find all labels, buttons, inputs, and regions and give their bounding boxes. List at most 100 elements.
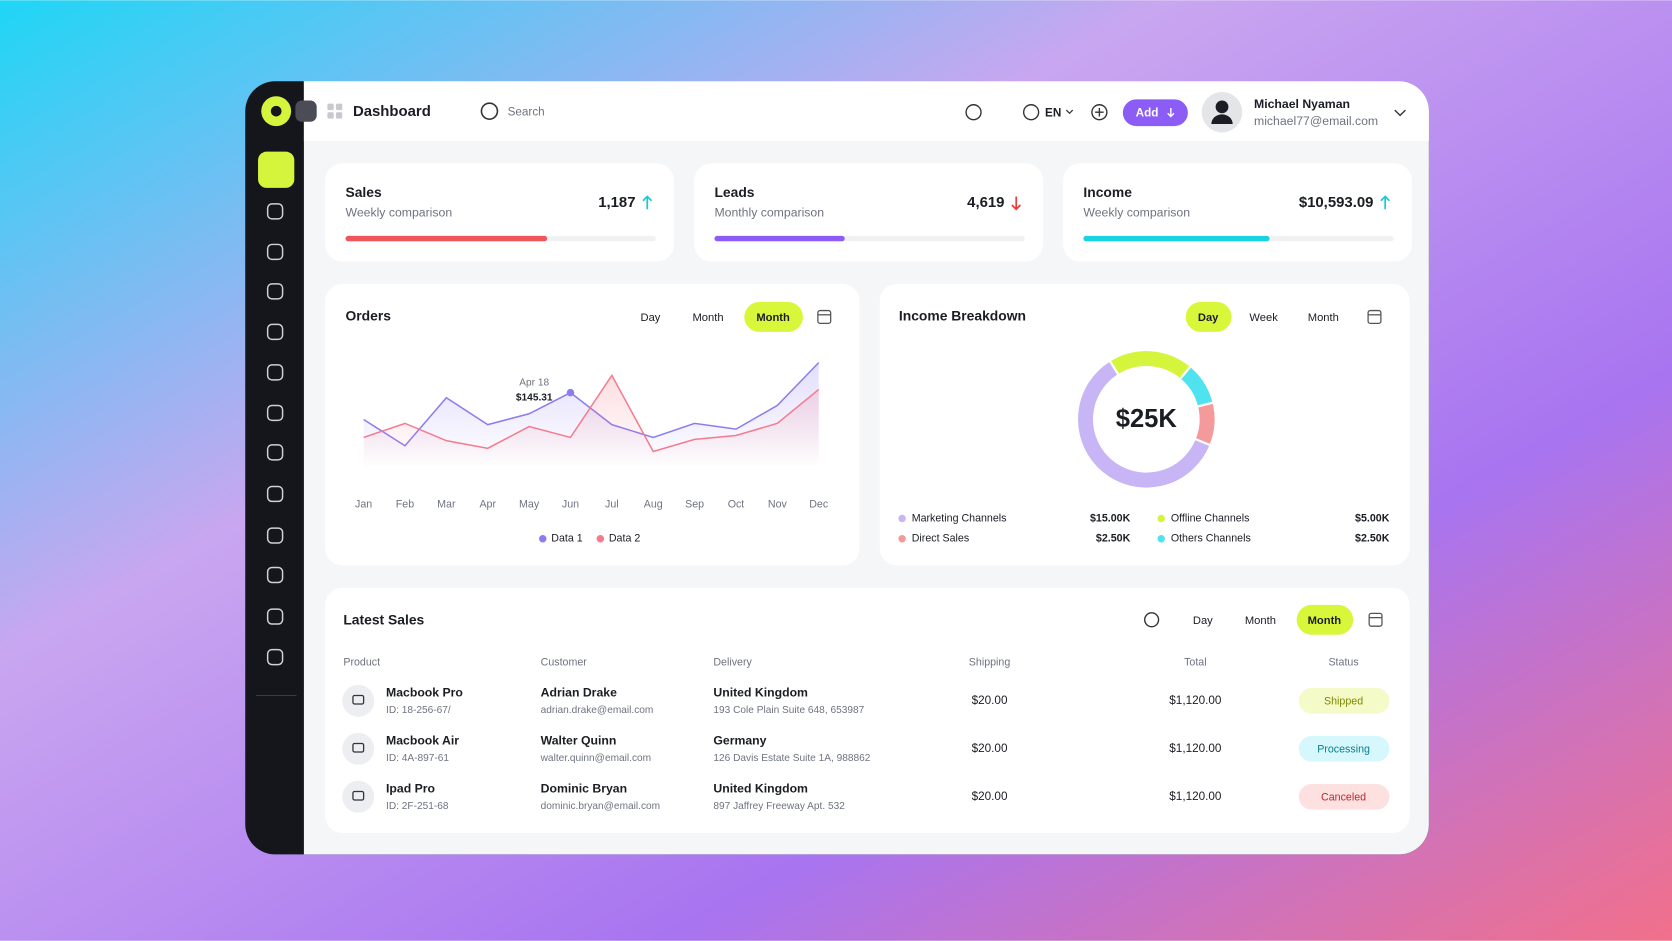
nav-icon[interactable]	[266, 566, 284, 584]
product-icon	[342, 732, 375, 765]
globe-icon[interactable]	[1022, 104, 1040, 121]
cell-main: Adrian Drake	[541, 686, 617, 700]
legend-swatch	[539, 535, 547, 543]
nav-icon[interactable]	[266, 404, 284, 422]
grid-icon	[327, 112, 334, 119]
nav-icon[interactable]	[266, 283, 284, 300]
tooltip-date: Apr 18	[519, 378, 549, 389]
legend-swatch	[1157, 535, 1165, 543]
language[interactable]: EN	[1045, 106, 1061, 119]
product-icon	[342, 780, 375, 813]
cell-main: Germany	[713, 734, 766, 748]
tab-active[interactable]	[1185, 302, 1232, 332]
nav-icon[interactable]	[266, 485, 284, 503]
tab-active-label[interactable]: Day	[1198, 312, 1219, 324]
legend-label: Direct Sales	[912, 533, 969, 545]
legend-value: $2.50K	[1096, 533, 1131, 545]
tab-active-label[interactable]: Month	[1308, 615, 1342, 627]
tooltip-point	[566, 388, 575, 397]
cell-main: United Kingdom	[713, 686, 808, 700]
column-header: Product	[343, 656, 380, 668]
total: $1,120.00	[1169, 694, 1222, 707]
content: Sales Weekly comparison 1,187 Leads Monthly …	[325, 163, 1412, 813]
cell-sub: dominic.bryan@email.com	[541, 801, 660, 812]
series-line	[363, 373, 820, 453]
tab-label[interactable]: Month	[1308, 312, 1339, 324]
cell-main: Walter Quinn	[541, 734, 617, 748]
x-tick-label: Dec	[809, 498, 829, 510]
sidebar-icons	[255, 203, 297, 697]
kpi-trend	[1011, 196, 1022, 211]
total: $1,120.00	[1169, 790, 1222, 803]
cell-sub: 126 Davis Estate Suite 1A, 988862	[713, 753, 870, 764]
x-tick-label: Jul	[605, 498, 619, 510]
grid-icon	[335, 112, 343, 119]
user-menu[interactable]	[1394, 109, 1406, 117]
tab-active[interactable]	[744, 302, 803, 332]
nav-icon[interactable]	[266, 203, 284, 220]
calendar-icon[interactable]	[1367, 309, 1382, 324]
status-pill	[1298, 784, 1390, 810]
nav-icon[interactable]	[266, 243, 284, 261]
nav-icon[interactable]	[266, 444, 284, 461]
x-tick-label: Apr	[479, 498, 496, 510]
x-tick-label: Oct	[728, 498, 745, 510]
shipping: $20.00	[972, 790, 1008, 803]
card-title: Orders	[345, 308, 391, 324]
tab-label[interactable]: Month	[1245, 615, 1276, 627]
legend-swatch	[898, 535, 906, 543]
x-tick-label: Jan	[355, 498, 372, 510]
kpi-value: $10,593.09	[1299, 194, 1374, 211]
tab-label[interactable]: Day	[641, 312, 661, 324]
legend-value: $2.50K	[1355, 533, 1390, 545]
kpi-subtitle: Weekly comparison	[1083, 206, 1190, 220]
x-tick-label: Jun	[562, 498, 579, 510]
collapse-button[interactable]	[295, 100, 317, 122]
tab-label[interactable]: Week	[1249, 312, 1278, 324]
income-card	[879, 283, 1410, 566]
calendar-icon[interactable]	[817, 309, 832, 324]
shipping: $20.00	[972, 742, 1008, 755]
nav-icon[interactable]	[266, 648, 284, 666]
laptop-icon	[352, 790, 365, 801]
nav-icon[interactable]	[266, 527, 284, 544]
calendar-icon[interactable]	[1368, 612, 1383, 627]
status: Shipped	[1324, 696, 1363, 708]
top-bar	[303, 81, 1429, 142]
kpi-progress	[345, 235, 548, 242]
cell-main: Macbook Pro	[386, 686, 463, 700]
add-arrow	[1167, 107, 1175, 118]
tab-active-label[interactable]: Month	[756, 312, 790, 324]
legend-value: $5.00K	[1355, 512, 1390, 524]
add-label[interactable]: Add	[1136, 106, 1159, 119]
nav-icon[interactable]	[266, 608, 284, 625]
search-input[interactable]: Search	[508, 105, 545, 118]
x-tick-label: Nov	[768, 498, 788, 510]
nav-icon[interactable]	[266, 323, 284, 341]
search-icon[interactable]	[480, 102, 499, 120]
kpi-value: 1,187	[598, 194, 635, 211]
nav-icon[interactable]	[266, 364, 284, 381]
tab-label[interactable]: Day	[1193, 615, 1213, 627]
add-button[interactable]	[1122, 99, 1188, 127]
tab-label[interactable]: Month	[692, 312, 723, 324]
plus-icon[interactable]	[1091, 104, 1108, 121]
legend-swatch	[596, 535, 605, 543]
legend-label: Data 1	[551, 533, 582, 545]
card-title: Latest Sales	[343, 612, 424, 628]
nav-active[interactable]	[258, 151, 295, 188]
series-area	[363, 375, 819, 468]
donut-segment	[1193, 401, 1217, 447]
legend-label: Others Channels	[1171, 533, 1251, 545]
logo-dot	[270, 105, 282, 117]
total: $1,120.00	[1169, 742, 1222, 755]
user-email: michael77@email.com	[1254, 114, 1378, 128]
status: Canceled	[1321, 792, 1366, 804]
tab-active[interactable]	[1296, 604, 1354, 635]
info-icon[interactable]	[965, 104, 982, 121]
legend-label: Data 2	[609, 533, 640, 545]
search-icon[interactable]	[1144, 612, 1160, 628]
kpi-title: Leads	[714, 184, 754, 200]
